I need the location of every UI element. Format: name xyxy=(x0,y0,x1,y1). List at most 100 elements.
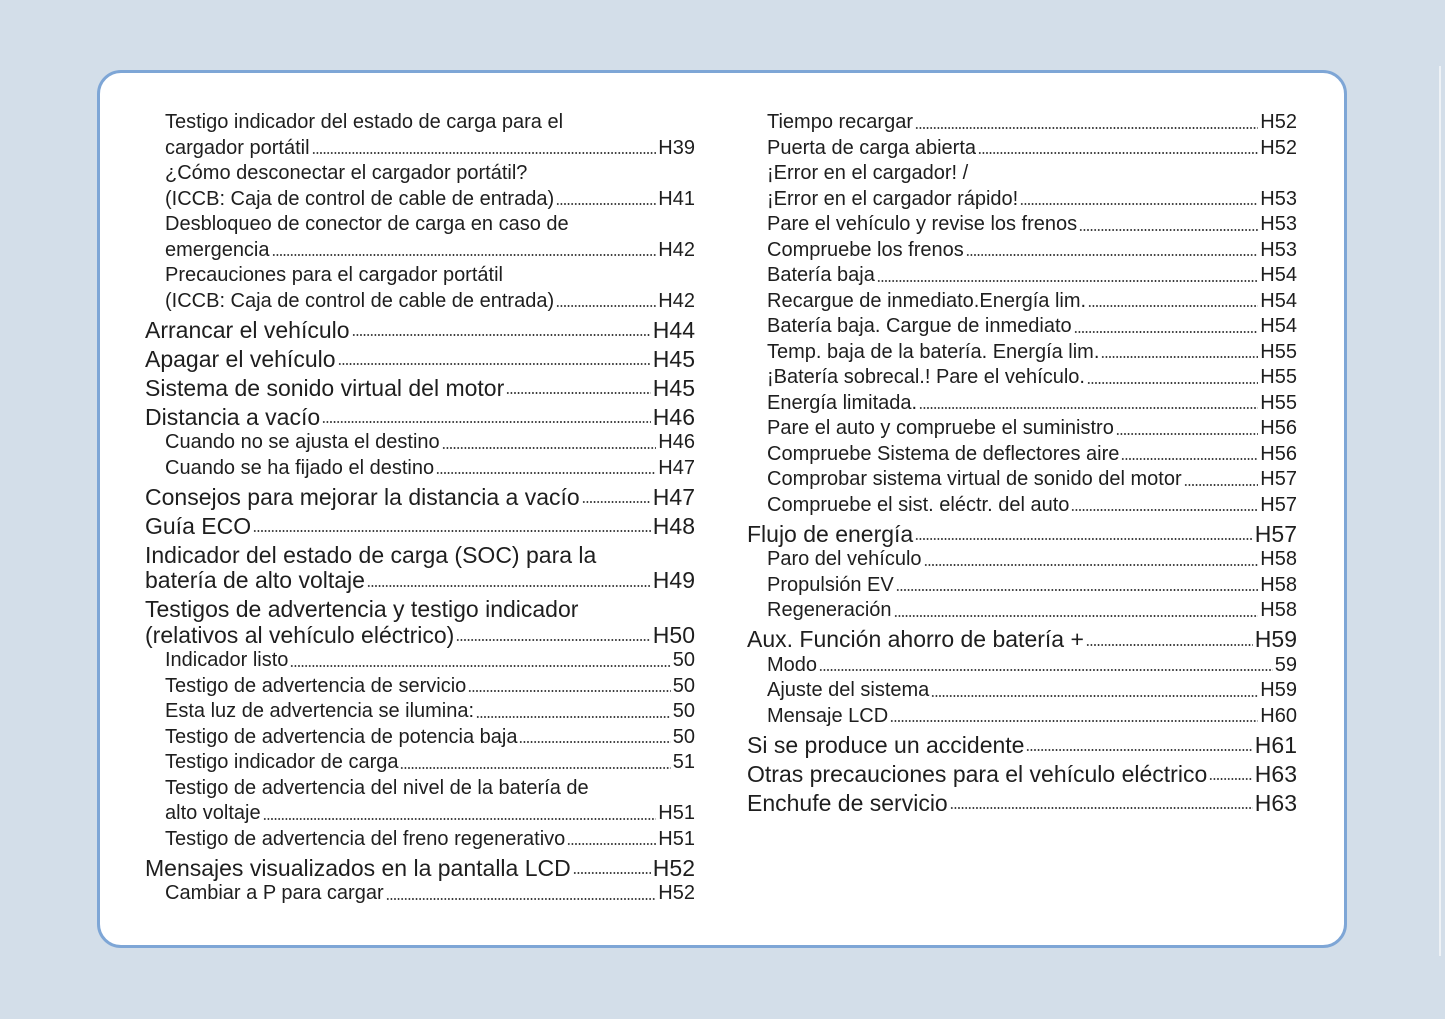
toc-subsection-entry[interactable]: Batería baja. Cargue de inmediato H54 xyxy=(747,314,1297,340)
dot-leader xyxy=(915,537,1253,541)
toc-subsection-entry[interactable]: Modo 59 xyxy=(747,653,1297,679)
toc-entry-title: Enchufe de servicio xyxy=(747,789,948,816)
toc-subsection-entry[interactable]: ¡Error en el cargador! / ¡Error en el car… xyxy=(747,161,1297,212)
toc-entry-line: Modo 59 xyxy=(747,653,1297,679)
toc-section-entry[interactable]: Si se produce un accidente H61 xyxy=(747,729,1297,758)
toc-entry-title: Si se produce un accidente xyxy=(747,731,1025,758)
toc-subsection-entry[interactable]: Recargue de inmediato.Energía lim. H54 xyxy=(747,289,1297,315)
dot-leader xyxy=(506,391,651,395)
toc-page-number: H39 xyxy=(658,136,695,159)
toc-subsection-entry[interactable]: Energía limitada. H55 xyxy=(747,391,1297,417)
toc-section-entry[interactable]: Arrancar el vehículo H44 xyxy=(145,314,695,343)
toc-page-number: 59 xyxy=(1274,653,1297,676)
toc-subsection-entry[interactable]: Puerta de carga abierta H52 xyxy=(747,136,1297,162)
toc-subsection-entry[interactable]: Comprobar sistema virtual de sonido del … xyxy=(747,467,1297,493)
toc-subsection-entry[interactable]: ¡Batería sobrecal.! Pare el vehículo. H55 xyxy=(747,365,1297,391)
toc-subsection-entry[interactable]: Compruebe los frenos H53 xyxy=(747,238,1297,264)
toc-subsection-entry[interactable]: Pare el vehículo y revise los frenos H53 xyxy=(747,212,1297,238)
toc-section-entry[interactable]: Mensajes visualizados en la pantalla LCD… xyxy=(145,852,695,881)
toc-entry-title: ¿Cómo desconectar el cargador portátil? xyxy=(165,162,528,184)
toc-entry-title: Puerta de carga abierta xyxy=(767,136,977,159)
toc-page-number: H59 xyxy=(1254,626,1297,652)
toc-section-entry[interactable]: Otras precauciones para el vehículo eléc… xyxy=(747,758,1297,787)
toc-entry-title: Esta luz de advertencia se ilumina: xyxy=(165,700,475,722)
toc-entry-title: Indicador del estado de carga (SOC) para… xyxy=(145,541,597,568)
toc-page-number: H46 xyxy=(652,403,695,430)
toc-subsection-entry[interactable]: Pare el auto y compruebe el suministro H5… xyxy=(747,416,1297,442)
toc-subsection-entry[interactable]: ¿Cómo desconectar el cargador portátil? (… xyxy=(145,161,695,212)
toc-entry-title: Testigo de advertencia de servicio xyxy=(165,674,467,697)
toc-subsection-entry[interactable]: Testigo de advertencia del freno regener… xyxy=(145,827,695,853)
toc-entry-title: Indicador listo xyxy=(165,649,289,671)
toc-section-entry[interactable]: Distancia a vacío H46 xyxy=(145,401,695,430)
toc-entry-line: Pare el auto y compruebe el suministro H5… xyxy=(747,416,1297,442)
dot-leader xyxy=(351,333,651,337)
toc-page-number: H52 xyxy=(1260,136,1297,159)
toc-subsection-entry[interactable]: Batería baja H54 xyxy=(747,263,1297,289)
toc-entry-line: (relativos al vehículo eléctrico) H50 xyxy=(145,622,695,649)
toc-subsection-entry[interactable]: Testigo indicador del estado de carga pa… xyxy=(145,110,695,161)
toc-subsection-entry[interactable]: Precauciones para el cargador portátil (I… xyxy=(145,263,695,314)
toc-page-number: H46 xyxy=(658,431,695,453)
toc-entry-title: Cambiar a P para cargar xyxy=(165,882,384,904)
dot-leader xyxy=(436,471,657,475)
toc-entry-title: ¡Error en el cargador! / xyxy=(767,162,969,184)
dot-leader xyxy=(468,689,671,693)
toc-subsection-entry[interactable]: Propulsión EV H58 xyxy=(747,573,1297,599)
toc-subsection-entry[interactable]: Cuando se ha fijado el destino H47 xyxy=(145,456,695,482)
toc-subsection-entry[interactable]: Paro del vehículo H58 xyxy=(747,547,1297,573)
toc-entry-line: Pare el vehículo y revise los frenos H53 xyxy=(747,212,1297,238)
toc-subsection-entry[interactable]: Mensaje LCD H60 xyxy=(747,704,1297,730)
toc-subsection-entry[interactable]: Temp. baja de la batería. Energía lim. H5… xyxy=(747,340,1297,366)
toc-subsection-entry[interactable]: Compruebe Sistema de deflectores aire H56 xyxy=(747,442,1297,468)
toc-subsection-entry[interactable]: Cuando no se ajusta el destino H46 xyxy=(145,430,695,456)
toc-entry-title: Distancia a vacío xyxy=(145,403,321,430)
toc-section-entry[interactable]: Testigos de advertencia y testigo indica… xyxy=(145,594,695,649)
toc-entry-title: ¡Error en el cargador rápido! xyxy=(767,187,1019,210)
toc-entry-line: Batería baja. Cargue de inmediato H54 xyxy=(747,314,1297,340)
toc-page-number: H58 xyxy=(1260,599,1297,621)
toc-entry-line: Mensajes visualizados en la pantalla LCD… xyxy=(145,855,695,882)
toc-page-number: H41 xyxy=(658,187,695,210)
toc-subsection-entry[interactable]: Testigo de advertencia de potencia baja 5… xyxy=(145,725,695,751)
toc-entry-line: Apagar el vehículo H45 xyxy=(145,345,695,373)
toc-page-number: H54 xyxy=(1260,264,1297,286)
toc-entry-line: emergencia H42 xyxy=(145,238,695,264)
toc-page-number: 51 xyxy=(672,751,695,773)
toc-section-entry[interactable]: Consejos para mejorar la distancia a vac… xyxy=(145,481,695,510)
toc-subsection-entry[interactable]: Testigo de advertencia del nivel de la b… xyxy=(145,776,695,827)
toc-entry-line: Guía ECO H48 xyxy=(145,513,695,540)
toc-section-entry[interactable]: Flujo de energía H57 xyxy=(747,518,1297,547)
toc-entry-line: Puerta de carga abierta H52 xyxy=(747,136,1297,162)
toc-subsection-entry[interactable]: Regeneración H58 xyxy=(747,598,1297,624)
toc-entry-line: Testigo de advertencia del freno regener… xyxy=(145,827,695,853)
toc-entry-line: Recargue de inmediato.Energía lim. H54 xyxy=(747,289,1297,315)
toc-page-number: H63 xyxy=(1254,760,1297,787)
toc-subsection-entry[interactable]: Ajuste del sistema H59 xyxy=(747,678,1297,704)
toc-section-entry[interactable]: Indicador del estado de carga (SOC) para… xyxy=(145,539,695,594)
toc-page-number: H47 xyxy=(652,483,695,510)
toc-subsection-entry[interactable]: Testigo indicador de carga 51 xyxy=(145,750,695,776)
toc-section-entry[interactable]: Guía ECO H48 xyxy=(145,510,695,539)
toc-entry-line: ¡Error en el cargador rápido! H53 xyxy=(747,187,1297,213)
toc-subsection-entry[interactable]: Tiempo recargar H52 xyxy=(747,110,1297,136)
toc-entry-line: Consejos para mejorar la distancia a vac… xyxy=(145,483,695,511)
toc-subsection-entry[interactable]: Desbloqueo de conector de carga en caso … xyxy=(145,212,695,263)
toc-section-entry[interactable]: Enchufe de servicio H63 xyxy=(747,787,1297,816)
toc-section-entry[interactable]: Aux. Función ahorro de batería + H59 xyxy=(747,624,1297,653)
toc-section-entry[interactable]: Apagar el vehículo H45 xyxy=(145,343,695,372)
toc-subsection-entry[interactable]: Compruebe el sist. eléctr. del auto H57 xyxy=(747,493,1297,519)
toc-page-number: H58 xyxy=(1260,548,1297,570)
dot-leader xyxy=(1085,642,1253,647)
toc-entry-line: cargador portátil H39 xyxy=(145,136,695,162)
toc-entry-line: Mensaje LCD H60 xyxy=(747,704,1297,730)
toc-page-number: H45 xyxy=(652,345,695,372)
toc-subsection-entry[interactable]: Cambiar a P para cargar H52 xyxy=(145,881,695,907)
toc-subsection-entry[interactable]: Indicador listo 50 xyxy=(145,648,695,674)
toc-section-entry[interactable]: Sistema de sonido virtual del motor H45 xyxy=(145,372,695,401)
toc-subsection-entry[interactable]: Esta luz de advertencia se ilumina: 50 xyxy=(145,699,695,725)
dot-leader xyxy=(456,638,651,642)
dot-leader xyxy=(581,500,651,504)
toc-entry-title: Cuando se ha fijado el destino xyxy=(165,456,435,479)
toc-subsection-entry[interactable]: Testigo de advertencia de servicio 50 xyxy=(145,674,695,700)
